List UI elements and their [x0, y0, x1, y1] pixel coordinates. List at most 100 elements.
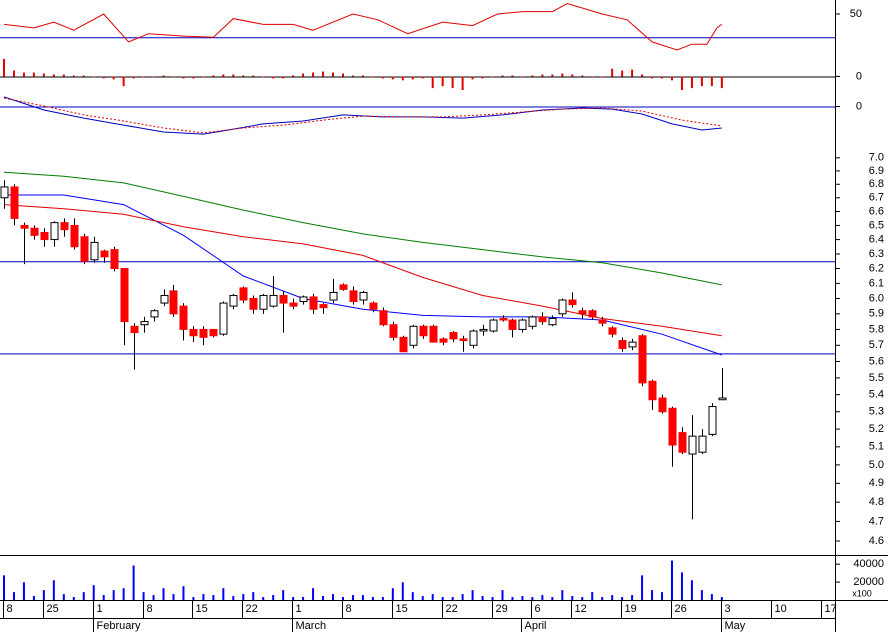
bar — [521, 596, 524, 600]
y-tick-label: 6.1 — [869, 277, 884, 289]
bar — [571, 74, 574, 77]
x-tick-label: 15 — [396, 603, 408, 615]
bar — [12, 70, 15, 77]
bar — [332, 72, 335, 77]
bar — [292, 597, 295, 600]
candle-body — [628, 341, 637, 348]
bar — [371, 597, 374, 600]
bar — [621, 597, 624, 600]
candle-body — [189, 328, 198, 337]
candle-body — [160, 294, 169, 304]
bar — [670, 76, 673, 81]
bar — [670, 560, 673, 600]
candle-body — [339, 284, 348, 290]
bar — [212, 75, 215, 77]
bar — [282, 76, 285, 79]
candle-body — [568, 299, 577, 306]
x-tick-label: 6 — [535, 603, 541, 615]
bar — [82, 75, 85, 77]
y-tick-label: 50 — [850, 8, 862, 20]
candle-body — [219, 302, 228, 335]
y-tick-label: 5.1 — [869, 441, 884, 453]
candle-body — [379, 310, 388, 326]
bar — [471, 76, 474, 80]
bar — [132, 565, 135, 600]
bar — [541, 74, 544, 77]
bar — [332, 594, 335, 600]
candle-body — [518, 319, 527, 330]
y-tick-label: 6.3 — [869, 248, 884, 260]
bar — [152, 595, 155, 600]
y-tick-label: 4.9 — [869, 477, 884, 489]
bar — [82, 592, 85, 600]
bar — [641, 74, 644, 77]
bar — [581, 597, 584, 600]
candle-body — [349, 290, 358, 303]
bar — [521, 76, 524, 78]
x-tick-label: 22 — [246, 603, 258, 615]
candle-body — [239, 287, 248, 301]
bar — [531, 597, 534, 600]
bar — [391, 76, 394, 80]
bar — [172, 76, 175, 78]
y-tick-label: 6.2 — [869, 262, 884, 274]
bar — [481, 76, 484, 79]
bar — [22, 582, 25, 600]
bar — [581, 75, 584, 77]
bar — [272, 595, 275, 600]
bar — [511, 597, 514, 600]
candle-body — [538, 316, 547, 323]
bar — [631, 69, 634, 77]
candle-body — [489, 319, 498, 332]
bar — [501, 75, 504, 77]
candle-body — [499, 317, 508, 321]
candle-body — [289, 302, 298, 307]
candle-body — [389, 324, 398, 338]
x-tick-label: 1 — [97, 603, 103, 615]
bar — [262, 597, 265, 600]
bar — [421, 596, 424, 600]
bar — [421, 76, 424, 79]
bar — [690, 580, 693, 600]
candle-body — [329, 291, 338, 301]
y-tick-label: 7.0 — [869, 152, 884, 164]
bar — [302, 73, 305, 77]
y-tick-label: 0 — [856, 70, 862, 82]
bar — [102, 595, 105, 600]
candle-body — [10, 186, 19, 219]
candle-body — [588, 310, 597, 318]
bar — [162, 75, 165, 77]
bar — [700, 76, 703, 87]
bar — [252, 592, 255, 600]
series-line — [3, 2, 723, 51]
candle-body — [558, 299, 567, 315]
candle-body — [399, 336, 408, 353]
bar — [341, 597, 344, 600]
bar — [471, 590, 474, 600]
month-label: May — [725, 620, 746, 632]
bar — [431, 76, 434, 89]
bar — [710, 76, 713, 87]
candle-body — [0, 186, 9, 199]
bar — [661, 592, 664, 600]
x-tick-label: 12 — [575, 603, 587, 615]
candle-body — [638, 335, 647, 384]
candle-body — [369, 302, 378, 310]
candle-body — [80, 236, 89, 262]
bar — [601, 76, 604, 78]
candle-body — [150, 310, 159, 318]
candle-body — [279, 294, 288, 304]
y-tick-label: 5.2 — [869, 423, 884, 435]
candle-body — [120, 268, 129, 323]
bar — [52, 580, 55, 600]
candle-body — [259, 294, 268, 310]
bar — [611, 595, 614, 600]
candle-body — [429, 325, 438, 343]
y-tick-label: 5.0 — [869, 459, 884, 471]
candle-body — [90, 241, 99, 261]
bar — [182, 586, 185, 600]
y-tick-label: 6.9 — [869, 165, 884, 177]
x-tick-label: 25 — [47, 603, 59, 615]
bar — [232, 74, 235, 77]
candle-body — [169, 290, 178, 315]
